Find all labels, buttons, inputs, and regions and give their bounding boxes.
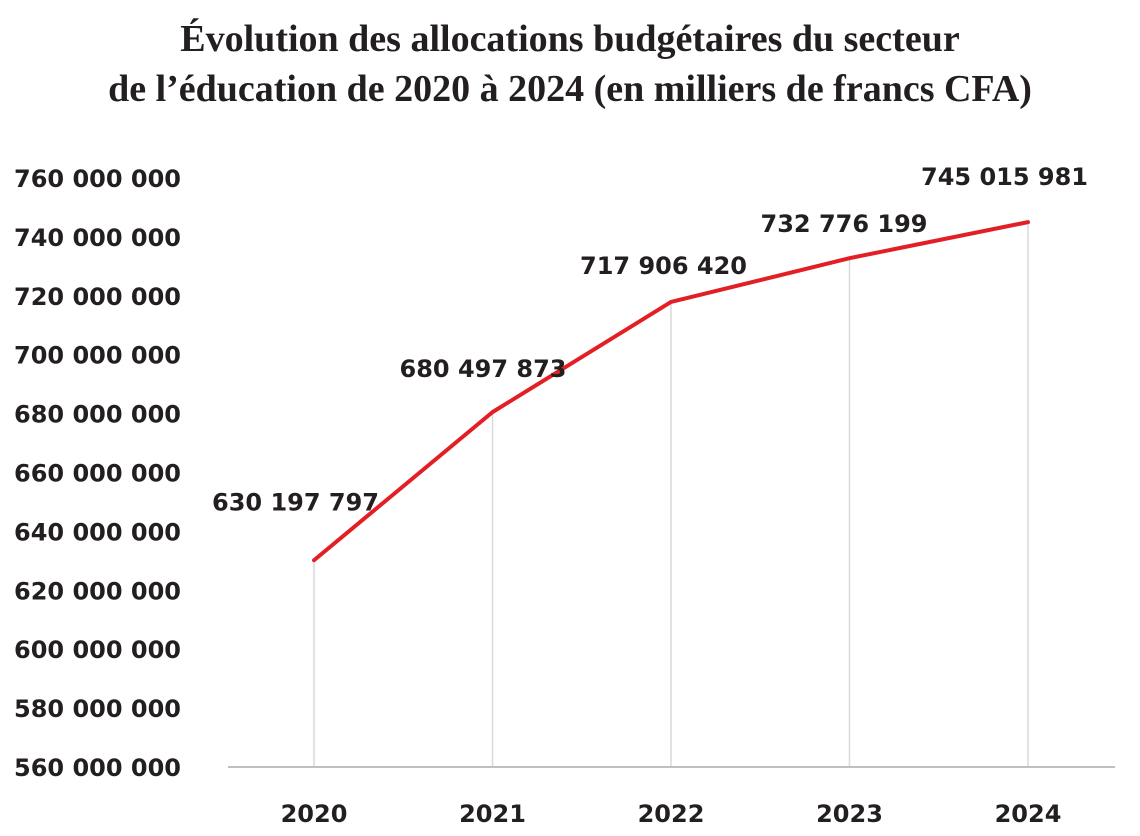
series-line [312, 220, 1030, 563]
y-tick-label: 740 000 000 [14, 224, 181, 252]
data-label: 732 776 199 [761, 210, 928, 238]
x-tick-label: 2022 [638, 800, 705, 828]
y-tick-label: 680 000 000 [14, 401, 181, 429]
x-tick-label: 2024 [995, 800, 1062, 828]
series-layer [312, 220, 1030, 563]
chart-title-line-1: Évolution des allocations budgétaires du… [180, 18, 960, 60]
y-tick-label: 620 000 000 [14, 577, 181, 605]
data-label: 717 906 420 [580, 252, 747, 280]
x-tick-label: 2020 [281, 800, 348, 828]
chart-title-line-2: de l’éducation de 2020 à 2024 (en millie… [108, 68, 1032, 110]
y-tick-label: 600 000 000 [14, 636, 181, 664]
y-tick-label: 760 000 000 [14, 165, 181, 193]
y-tick-label: 560 000 000 [14, 754, 181, 782]
y-tick-label: 700 000 000 [14, 342, 181, 370]
y-axis-tick-labels: 760 000 000 740 000 000 720 000 000 700 000… [14, 165, 181, 782]
data-label: 630 197 797 [212, 488, 379, 516]
y-tick-label: 720 000 000 [14, 283, 181, 311]
y-tick-label: 640 000 000 [14, 518, 181, 546]
category-drop-lines [313, 222, 1029, 767]
y-tick-label: 580 000 000 [14, 695, 181, 723]
y-tick-label: 660 000 000 [14, 460, 181, 488]
data-label: 745 015 981 [921, 163, 1088, 191]
data-label: 680 497 873 [400, 355, 567, 383]
x-tick-label: 2023 [816, 800, 883, 828]
x-axis-tick-labels: 2020 2021 2022 2023 2024 [281, 800, 1062, 828]
x-tick-label: 2021 [459, 800, 526, 828]
data-labels: 630 197 797 680 497 873 717 906 420 732 776… [212, 163, 1088, 516]
chart-title: Évolution des allocations budgétaires du… [0, 14, 1140, 114]
